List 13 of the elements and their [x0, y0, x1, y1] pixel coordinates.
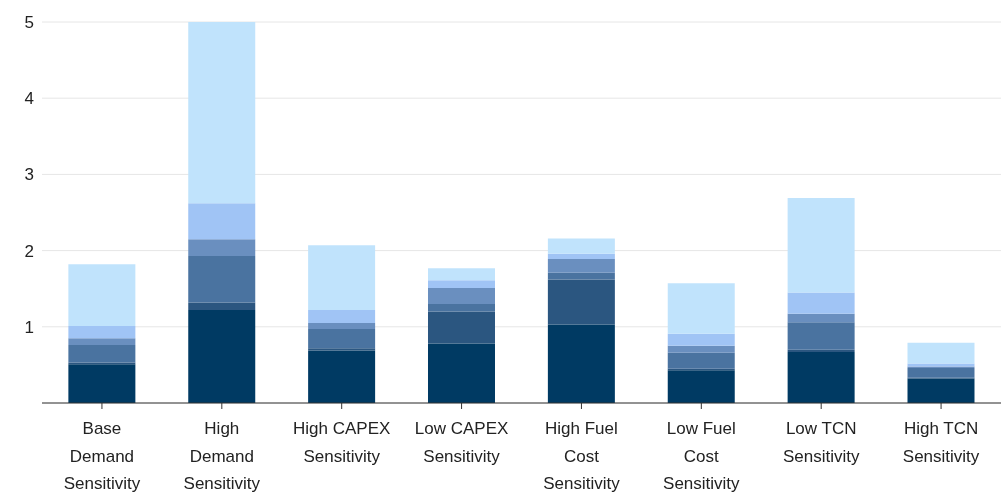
y-tick-label: 4	[24, 89, 34, 109]
x-tick-label: High Fuel Cost Sensitivity	[543, 419, 621, 493]
y-tick-label: 2	[24, 241, 34, 261]
x-tick-label: High CAPEX Sensitivity	[293, 419, 391, 466]
x-tick-label: High TCN Sensitivity	[902, 419, 980, 466]
y-tick-label: 3	[24, 165, 34, 185]
x-tick-label: Low CAPEX Sensitivity	[414, 419, 509, 466]
x-tick-label: Base Demand Sensitivity	[63, 419, 141, 493]
x-tick-label: Low TCN Sensitivity	[782, 419, 860, 466]
y-tick-label: 5	[24, 13, 34, 33]
x-tick-label: High Demand Sensitivity	[183, 419, 261, 493]
x-tick-label: Low Fuel Cost Sensitivity	[663, 419, 741, 493]
y-tick-label: 1	[24, 317, 34, 337]
